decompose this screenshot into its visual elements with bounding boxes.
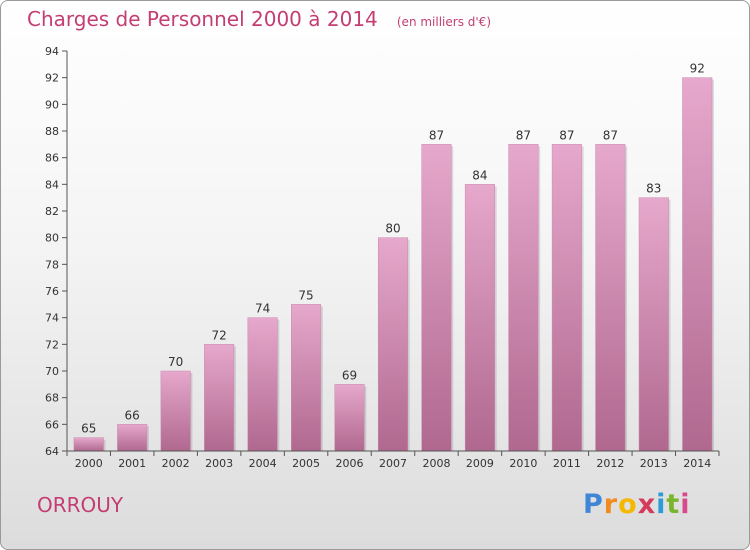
y-tick-label: 90 [45, 98, 59, 111]
y-tick-label: 74 [45, 312, 59, 325]
data-label: 87 [516, 128, 531, 142]
y-tick-label: 88 [45, 125, 59, 138]
x-tick-label: 2004 [249, 457, 277, 470]
data-label: 87 [603, 128, 618, 142]
data-label: 74 [255, 302, 270, 316]
data-label: 84 [472, 168, 487, 182]
y-axis-ticks: 64 66 68 70 72 74 76 78 80 82 84 86 88 90 92 94 [45, 45, 67, 458]
y-tick-label: 68 [45, 392, 59, 405]
data-label: 70 [168, 355, 183, 369]
data-label: 69 [342, 368, 357, 382]
logo-letter: t [666, 489, 681, 520]
x-tick-label: 2011 [553, 457, 581, 470]
x-tick-label: 2007 [379, 457, 407, 470]
bar-2005 [291, 304, 322, 452]
bar-2003 [204, 344, 235, 452]
data-label: 66 [125, 408, 140, 422]
bar-2004 [247, 317, 278, 452]
y-tick-label: 64 [45, 445, 59, 458]
commune-name: ORROUY [37, 493, 124, 517]
data-label: 75 [298, 288, 313, 302]
y-tick-label: 70 [45, 365, 59, 378]
chart-title-block: Charges de Personnel 2000 à 2014 (en mil… [27, 7, 491, 31]
logo-letter: r [603, 489, 619, 520]
bar-2006 [334, 384, 365, 452]
bar-2008 [421, 144, 452, 452]
bar-series: 65 66 70 72 74 75 69 80 87 84 87 87 87 83 92 [73, 62, 715, 452]
data-label: 72 [211, 328, 226, 342]
logo-letter: i [680, 489, 691, 520]
bar-2001 [117, 424, 148, 452]
y-tick-label: 84 [45, 178, 59, 191]
logo-letter: P [583, 489, 604, 520]
y-tick-label: 78 [45, 258, 59, 271]
data-label: 92 [690, 62, 705, 76]
bar-2013 [638, 197, 669, 452]
y-tick-label: 66 [45, 418, 59, 431]
y-tick-label: 94 [45, 45, 59, 58]
y-tick-label: 92 [45, 72, 59, 85]
x-tick-label: 2001 [118, 457, 146, 470]
data-label: 87 [559, 128, 574, 142]
chart-unit-label: (en milliers d'€) [396, 15, 491, 29]
y-tick-label: 72 [45, 338, 59, 351]
y-tick-label: 82 [45, 205, 59, 218]
x-tick-label: 2012 [596, 457, 624, 470]
data-label: 87 [429, 128, 444, 142]
data-label: 80 [385, 222, 400, 236]
x-tick-label: 2006 [336, 457, 364, 470]
x-tick-label: 2009 [466, 457, 494, 470]
x-tick-label: 2005 [292, 457, 320, 470]
bar-2000 [73, 437, 104, 452]
x-tick-label: 2008 [422, 457, 450, 470]
data-label: 65 [81, 422, 96, 436]
x-tick-label: 2013 [640, 457, 668, 470]
chart-title: Charges de Personnel 2000 à 2014 [27, 7, 378, 31]
bar-2010 [508, 144, 539, 452]
y-tick-label: 86 [45, 152, 59, 165]
bar-2011 [551, 144, 582, 452]
y-tick-label: 80 [45, 232, 59, 245]
bar-2014 [682, 77, 713, 452]
bar-2007 [377, 237, 409, 452]
x-tick-label: 2002 [162, 457, 190, 470]
x-tick-label: 2014 [683, 457, 711, 470]
logo-letter: i [656, 489, 667, 520]
x-tick-label: 2010 [509, 457, 537, 470]
logo-letter: x [637, 489, 657, 520]
y-tick-label: 76 [45, 285, 59, 298]
bar-2009 [464, 184, 495, 452]
data-label: 83 [646, 182, 661, 196]
x-axis-ticks: 2000 2001 2002 2003 2004 2005 2006 2007 2008 2009… [66, 451, 720, 470]
logo-letter: o [618, 489, 638, 520]
x-tick-label: 2003 [205, 457, 233, 470]
x-tick-label: 2000 [75, 457, 103, 470]
bar-2002 [160, 370, 191, 452]
bar-2012 [595, 144, 626, 452]
proxiti-logo: Proxiti [583, 489, 691, 520]
